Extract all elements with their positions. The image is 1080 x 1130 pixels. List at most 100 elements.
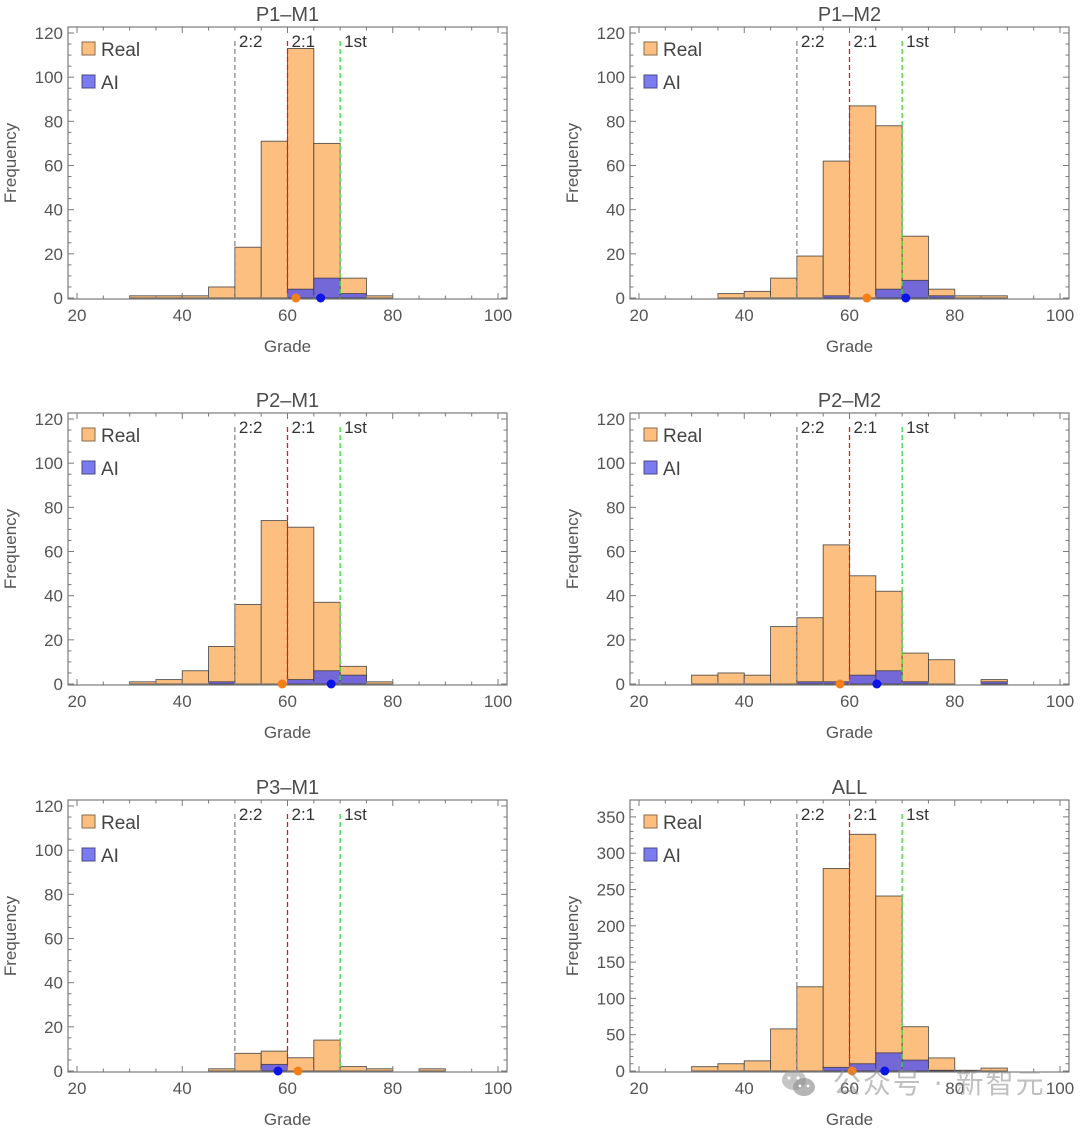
x-tick-label: 80 (383, 306, 402, 325)
x-tick-label: 20 (630, 1079, 649, 1098)
chart-panel-4: P2–M2 2:2 2:1 1st 20 40 60 80 100 0 20 40 60 80 100 120… (563, 390, 1074, 742)
bar-real (129, 295, 157, 299)
mean-marker-ai (872, 679, 882, 689)
bar-real (770, 626, 798, 685)
x-tick-label: 40 (173, 692, 192, 711)
threshold-label: 2:1 (854, 32, 878, 51)
legend-label-real: Real (101, 813, 140, 834)
threshold-label: 2:2 (801, 32, 825, 51)
y-tick-label: 20 (44, 245, 63, 264)
bar-ai (822, 295, 850, 299)
chart-title: P1–M1 (256, 4, 319, 26)
y-tick-label: 120 (35, 797, 63, 816)
bar-real (822, 867, 850, 1072)
bar-ai (875, 288, 903, 299)
x-tick-label: 80 (945, 1079, 964, 1098)
legend: Real AI (643, 813, 702, 867)
bar-ai (901, 681, 929, 685)
mean-marker-ai (316, 293, 326, 303)
legend-label-ai: AI (101, 846, 119, 867)
x-tick-label: 60 (278, 1079, 297, 1098)
x-tick-label: 80 (945, 692, 964, 711)
mean-marker-real (277, 679, 287, 689)
y-tick-label: 80 (606, 112, 625, 131)
bar-real (691, 674, 719, 685)
bar-real (743, 290, 772, 299)
bar-real (691, 1066, 719, 1072)
bar-real (927, 659, 956, 685)
y-tick-label: 50 (606, 1026, 625, 1045)
mean-marker-ai (901, 293, 911, 303)
legend-label-ai: AI (101, 73, 119, 94)
y-tick-label: 120 (35, 24, 63, 43)
x-tick-label: 60 (278, 306, 297, 325)
bar-real (287, 526, 315, 685)
x-tick-label: 20 (630, 692, 649, 711)
bar-real (743, 674, 772, 685)
x-tick-label: 40 (735, 1079, 754, 1098)
y-tick-label: 120 (597, 410, 625, 429)
threshold-label: 2:1 (854, 805, 878, 824)
x-tick-label: 40 (735, 306, 754, 325)
x-tick-label: 100 (1046, 692, 1074, 711)
bar-real (313, 1039, 341, 1072)
threshold-label: 2:2 (239, 32, 263, 51)
chart-title: P3–M1 (256, 777, 319, 799)
y-axis-label: Frequency (563, 895, 582, 976)
legend: Real AI (81, 40, 140, 94)
threshold-label: 1st (344, 418, 367, 437)
legend-label-ai: AI (663, 73, 681, 94)
x-tick-label: 20 (68, 692, 87, 711)
y-axis-label: Frequency (1, 508, 20, 589)
legend-label-real: Real (101, 40, 140, 61)
bar-real (234, 604, 262, 685)
legend-swatch-real (643, 814, 658, 829)
mean-marker-real (847, 1066, 857, 1076)
y-tick-label: 300 (597, 844, 625, 863)
y-tick-label: 0 (54, 675, 63, 694)
legend-label-real: Real (101, 426, 140, 447)
legend: Real AI (81, 813, 140, 867)
y-axis-label: Frequency (563, 508, 582, 589)
x-tick-label: 100 (484, 692, 512, 711)
y-tick-label: 20 (44, 631, 63, 650)
x-tick-label: 20 (68, 306, 87, 325)
y-tick-label: 20 (606, 631, 625, 650)
x-tick-label: 100 (1046, 1079, 1074, 1098)
bar-real (260, 520, 288, 685)
bar-ai (313, 670, 341, 685)
bar-real (717, 672, 745, 685)
y-tick-label: 250 (597, 880, 625, 899)
x-tick-label: 80 (383, 1079, 402, 1098)
bar-real (287, 48, 315, 299)
y-tick-label: 100 (597, 454, 625, 473)
watermark-text: 公众号 · 新智元 (832, 1067, 1046, 1100)
threshold-label: 2:2 (801, 418, 825, 437)
y-tick-label: 0 (616, 289, 625, 308)
mean-marker-ai (880, 1066, 890, 1076)
x-tick-label: 100 (484, 306, 512, 325)
legend-swatch-ai (643, 460, 658, 475)
y-axis-label: Frequency (1, 895, 20, 976)
legend-label-real: Real (663, 813, 702, 834)
bar-ai (287, 679, 315, 685)
y-tick-label: 40 (44, 974, 63, 993)
legend-swatch-ai (643, 74, 658, 89)
legend-swatch-ai (81, 74, 96, 89)
x-axis-label: Grade (826, 337, 873, 356)
y-tick-label: 40 (606, 201, 625, 220)
bar-real (770, 277, 798, 299)
mean-marker-real (293, 1066, 303, 1076)
mean-marker-ai (273, 1066, 283, 1076)
threshold-label: 2:2 (801, 805, 825, 824)
mean-marker-real (862, 293, 872, 303)
y-tick-label: 0 (54, 1062, 63, 1081)
bar-real (260, 140, 288, 299)
bar-ai (849, 674, 877, 685)
y-tick-label: 80 (44, 112, 63, 131)
x-axis-label: Grade (264, 1110, 311, 1129)
bar-real (875, 590, 903, 685)
legend-swatch-ai (643, 847, 658, 862)
y-tick-label: 100 (597, 989, 625, 1008)
bar-ai (339, 674, 367, 685)
